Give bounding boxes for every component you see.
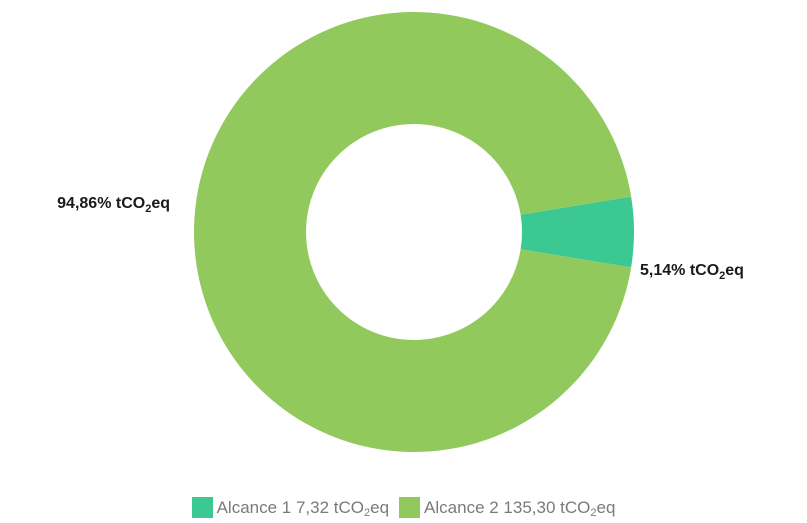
legend-item-alcance-1[interactable]: Alcance 1 7,32 tCO2eq	[192, 497, 389, 518]
legend-swatch-alcance-2	[399, 497, 420, 518]
data-label-alcance-1: 5,14% tCO2eq	[640, 262, 744, 282]
data-label-alcance-2: 94,86% tCO2eq	[57, 195, 170, 215]
legend-label-alcance-1: Alcance 1 7,32 tCO2eq	[217, 498, 389, 518]
chart-legend: Alcance 1 7,32 tCO2eq Alcance 2 135,30 t…	[0, 497, 807, 518]
data-labels: 5,14% tCO2eq 94,86% tCO2eq	[57, 195, 744, 282]
legend-item-alcance-2[interactable]: Alcance 2 135,30 tCO2eq	[399, 497, 615, 518]
legend-label-alcance-2: Alcance 2 135,30 tCO2eq	[424, 498, 615, 518]
donut-slices	[194, 12, 634, 452]
legend-swatch-alcance-1	[192, 497, 213, 518]
